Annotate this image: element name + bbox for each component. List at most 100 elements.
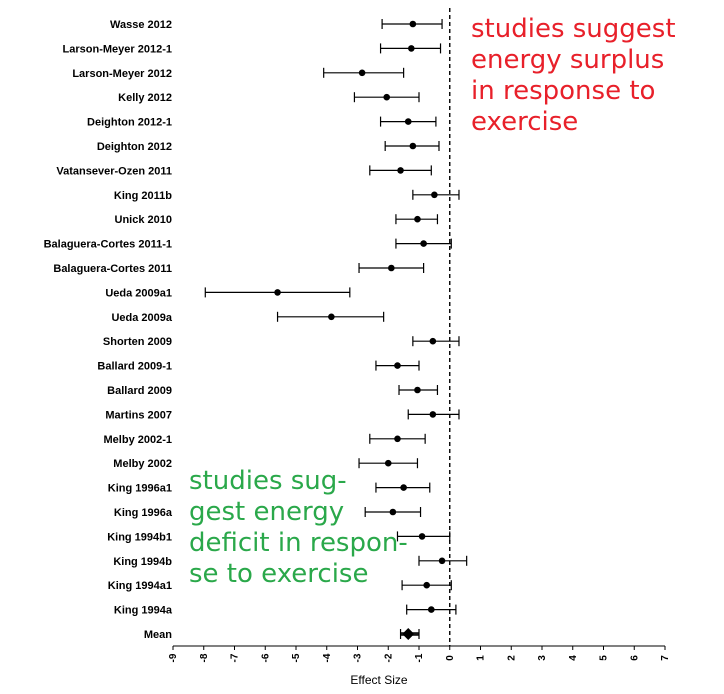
study-mark xyxy=(353,92,420,103)
x-tick-label: 1 xyxy=(476,655,487,661)
point-estimate xyxy=(429,411,437,418)
x-tick-label: -8 xyxy=(199,653,210,662)
study-label: Larson-Meyer 2012-1 xyxy=(63,43,172,55)
point-estimate xyxy=(409,20,417,28)
study-label: King 1994a1 xyxy=(108,580,172,592)
x-tick-label: 0 xyxy=(445,655,456,661)
study-mark xyxy=(395,238,452,249)
study-label: Balaguera-Cortes 2011 xyxy=(53,263,172,275)
point-estimate xyxy=(418,533,426,540)
point-estimate xyxy=(397,167,404,174)
study-label: King 1994b1 xyxy=(107,531,172,543)
point-estimate xyxy=(414,215,421,223)
x-tick-label: -9 xyxy=(168,653,179,662)
study-label: Deighton 2012-1 xyxy=(87,117,172,129)
study-labels: Wasse 2012 Larson-Meyer 2012-1 Larson-Meye… xyxy=(44,19,173,641)
study-mark xyxy=(418,555,468,566)
x-axis-title: Effect Size xyxy=(350,673,407,687)
x-tick-label: -3 xyxy=(353,653,364,662)
study-label: King 1994b xyxy=(113,556,172,568)
study-mark xyxy=(398,385,439,395)
x-tick-label: -2 xyxy=(383,653,394,662)
x-tick-label: 5 xyxy=(599,655,610,661)
point-estimate xyxy=(423,581,430,589)
point-estimate xyxy=(408,45,415,52)
study-mark xyxy=(412,336,460,347)
study-label: Ballard 2009 xyxy=(107,385,172,397)
study-mark xyxy=(381,19,443,29)
study-label: King 2011b xyxy=(114,190,172,202)
x-tick-label: 7 xyxy=(660,655,671,661)
study-label: Kelly 2012 xyxy=(118,92,172,104)
x-axis: -9 -8 -7 -6 -5 -4 -3 -2 -1 0 1 2 3 4 5 6 7 xyxy=(168,645,671,662)
point-estimate xyxy=(431,191,438,199)
annotation-energy-deficit: studies sug- gest energy deficit in resp… xyxy=(189,466,408,589)
study-mark xyxy=(406,604,457,615)
effect-marks xyxy=(204,19,468,640)
study-mark xyxy=(407,409,460,420)
x-tick-label: -5 xyxy=(291,653,302,662)
study-label: Melby 2002 xyxy=(113,458,172,470)
study-mark xyxy=(204,287,351,298)
study-label: King 1996a xyxy=(114,507,173,519)
point-estimate xyxy=(414,386,421,394)
point-estimate xyxy=(274,289,281,296)
point-estimate xyxy=(389,508,397,516)
point-estimate xyxy=(404,118,412,125)
x-tick-label: 3 xyxy=(537,655,548,661)
point-estimate xyxy=(384,459,392,467)
point-estimate xyxy=(394,362,401,369)
study-label: Balaguera-Cortes 2011-1 xyxy=(44,239,172,251)
study-mark xyxy=(358,263,425,273)
point-estimate xyxy=(358,69,366,77)
x-tick-label: 2 xyxy=(506,655,517,661)
study-label: Ueda 2009a xyxy=(111,312,172,324)
study-mark xyxy=(412,189,460,200)
study-mark xyxy=(379,116,437,127)
point-estimate xyxy=(328,313,335,321)
summary-label: Mean xyxy=(144,629,172,641)
study-mark xyxy=(384,141,440,151)
study-label: Ueda 2009a1 xyxy=(105,287,172,299)
study-mark xyxy=(364,507,422,517)
study-mark xyxy=(396,531,451,542)
point-estimate xyxy=(388,264,395,272)
study-label: Ballard 2009-1 xyxy=(97,361,172,373)
x-tick-label: -1 xyxy=(414,653,425,662)
point-estimate xyxy=(383,93,391,101)
study-mark xyxy=(369,433,426,444)
study-label: Wasse 2012 xyxy=(110,19,172,31)
x-tick-label: -4 xyxy=(322,653,333,662)
point-estimate xyxy=(438,557,446,565)
x-tick-label: 4 xyxy=(568,655,579,661)
study-label: Unick 2010 xyxy=(115,214,172,226)
study-mark xyxy=(358,458,419,469)
point-estimate xyxy=(409,142,417,150)
study-mark xyxy=(401,580,452,591)
study-label: Martins 2007 xyxy=(105,409,172,421)
study-label: Melby 2002-1 xyxy=(104,434,172,446)
study-mark xyxy=(375,360,420,371)
summary-mark xyxy=(399,628,420,640)
point-estimate xyxy=(400,484,407,491)
x-tick-label: -6 xyxy=(260,653,271,662)
study-mark xyxy=(369,165,432,176)
x-tick-label: -7 xyxy=(230,653,241,662)
study-label: Larson-Meyer 2012 xyxy=(72,68,172,80)
study-label: King 1994a xyxy=(114,605,173,617)
point-estimate xyxy=(428,606,435,613)
study-mark xyxy=(395,214,439,225)
study-mark xyxy=(276,311,385,322)
point-estimate xyxy=(429,337,437,345)
summary-diamond xyxy=(402,628,415,640)
study-mark xyxy=(379,43,442,54)
study-label: Shorten 2009 xyxy=(103,336,172,348)
study-label: Vatansever-Ozen 2011 xyxy=(56,165,172,177)
x-tick-label: 6 xyxy=(629,655,640,661)
study-label: King 1996a1 xyxy=(108,483,172,495)
study-mark xyxy=(323,67,405,78)
point-estimate xyxy=(420,240,427,247)
annotation-energy-surplus: studies suggest energy surplus in respon… xyxy=(471,14,676,137)
study-mark xyxy=(375,482,431,493)
